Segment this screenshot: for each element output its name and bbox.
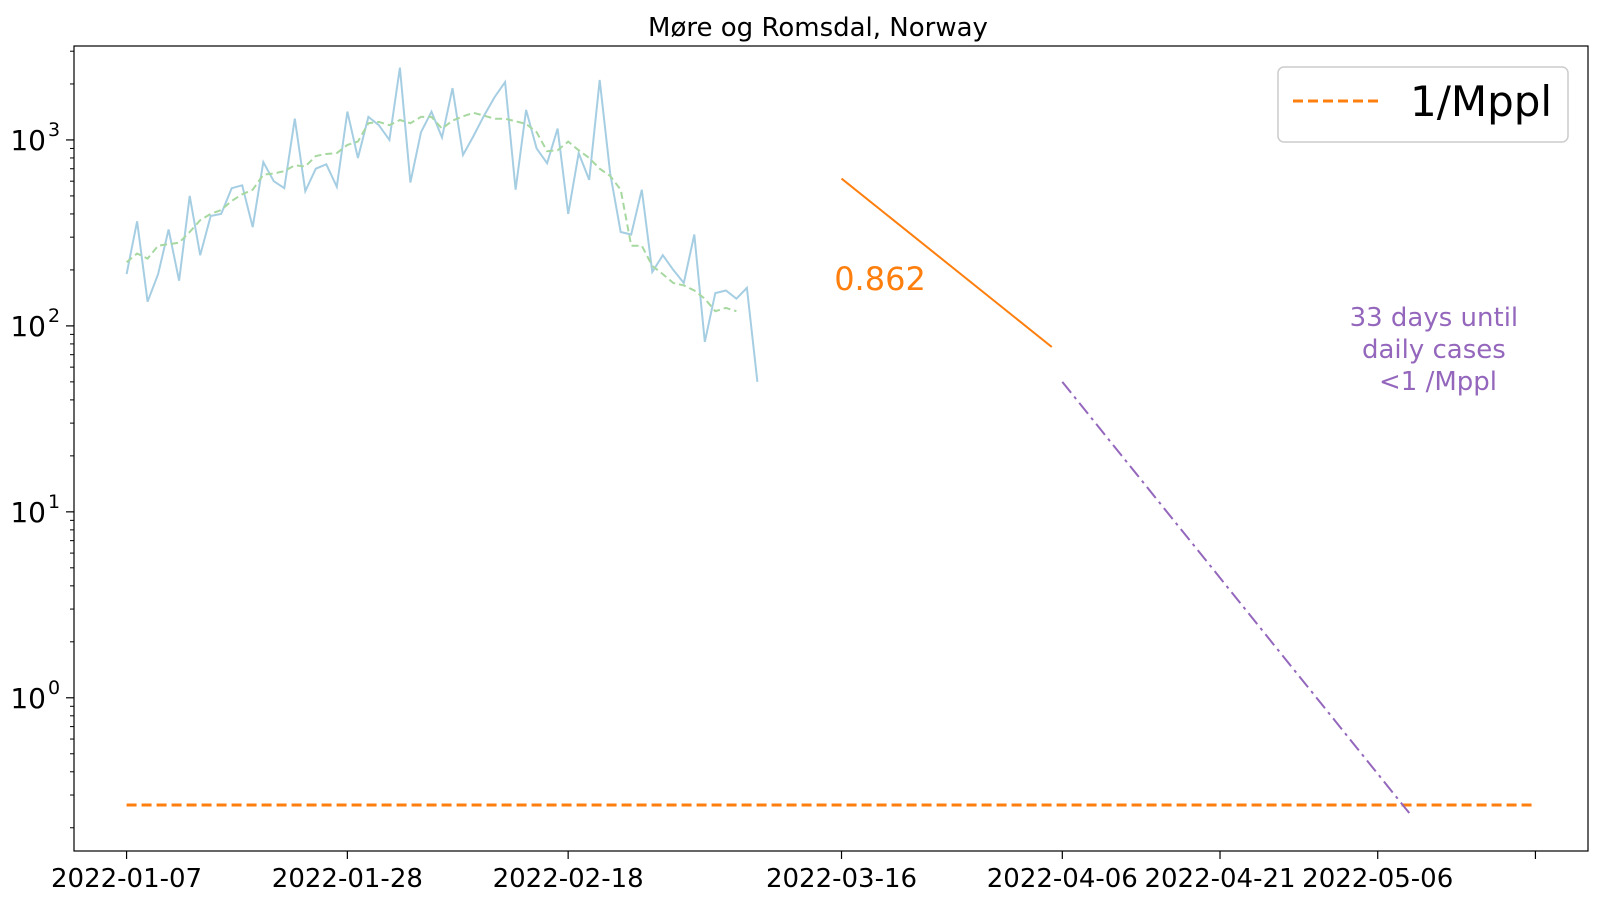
y-tick-exponent: 0 <box>48 677 60 699</box>
y-tick-exponent: 1 <box>48 491 60 513</box>
series-daily <box>125 67 759 383</box>
y-tick-exponent: 2 <box>48 305 60 327</box>
average-line <box>125 111 737 313</box>
legend-label-threshold: 1/Mppl <box>1410 77 1552 126</box>
y-tick-label: 10 <box>10 682 46 715</box>
y-tick-exponent: 3 <box>48 119 60 141</box>
chart-title: Møre og Romsdal, Norway <box>648 13 988 43</box>
series-average <box>125 111 737 313</box>
legend-box <box>1277 66 1569 143</box>
projection-annotation-line: daily cases <box>1362 335 1506 365</box>
fit-line <box>840 177 1053 348</box>
legend: 1/Mppl <box>1277 66 1569 143</box>
plot-frame <box>73 45 1589 852</box>
projection-annotation-line: <1 /Mppl <box>1379 367 1497 397</box>
x-axis: 2022-01-07 2022-01-28 2022-02-18 2022-03-16… <box>51 851 1537 894</box>
y-tick-label: 10 <box>10 496 46 529</box>
series-fit <box>840 177 1053 348</box>
plot-area <box>73 45 1589 852</box>
fit-label: 0.862 <box>834 260 926 298</box>
x-tick-label: 2022-04-06 <box>987 864 1138 894</box>
projection-annotation: 33 days until daily cases <1 /Mppl <box>1350 303 1527 397</box>
x-tick-label: 2022-01-07 <box>51 864 202 894</box>
x-tick-label: 2022-03-16 <box>766 864 917 894</box>
x-tick-label: 2022-02-18 <box>493 864 644 894</box>
y-tick-label: 10 <box>10 310 46 343</box>
daily-cases-line <box>125 67 759 383</box>
projection-annotation-line: 33 days until <box>1350 303 1519 333</box>
series-projection <box>1061 381 1411 814</box>
x-tick-label: 2022-04-21 <box>1144 864 1295 894</box>
x-tick-label: 2022-05-06 <box>1302 864 1453 894</box>
projection-line <box>1061 381 1411 814</box>
y-tick-label: 10 <box>10 124 46 157</box>
x-tick-label: 2022-01-28 <box>272 864 423 894</box>
